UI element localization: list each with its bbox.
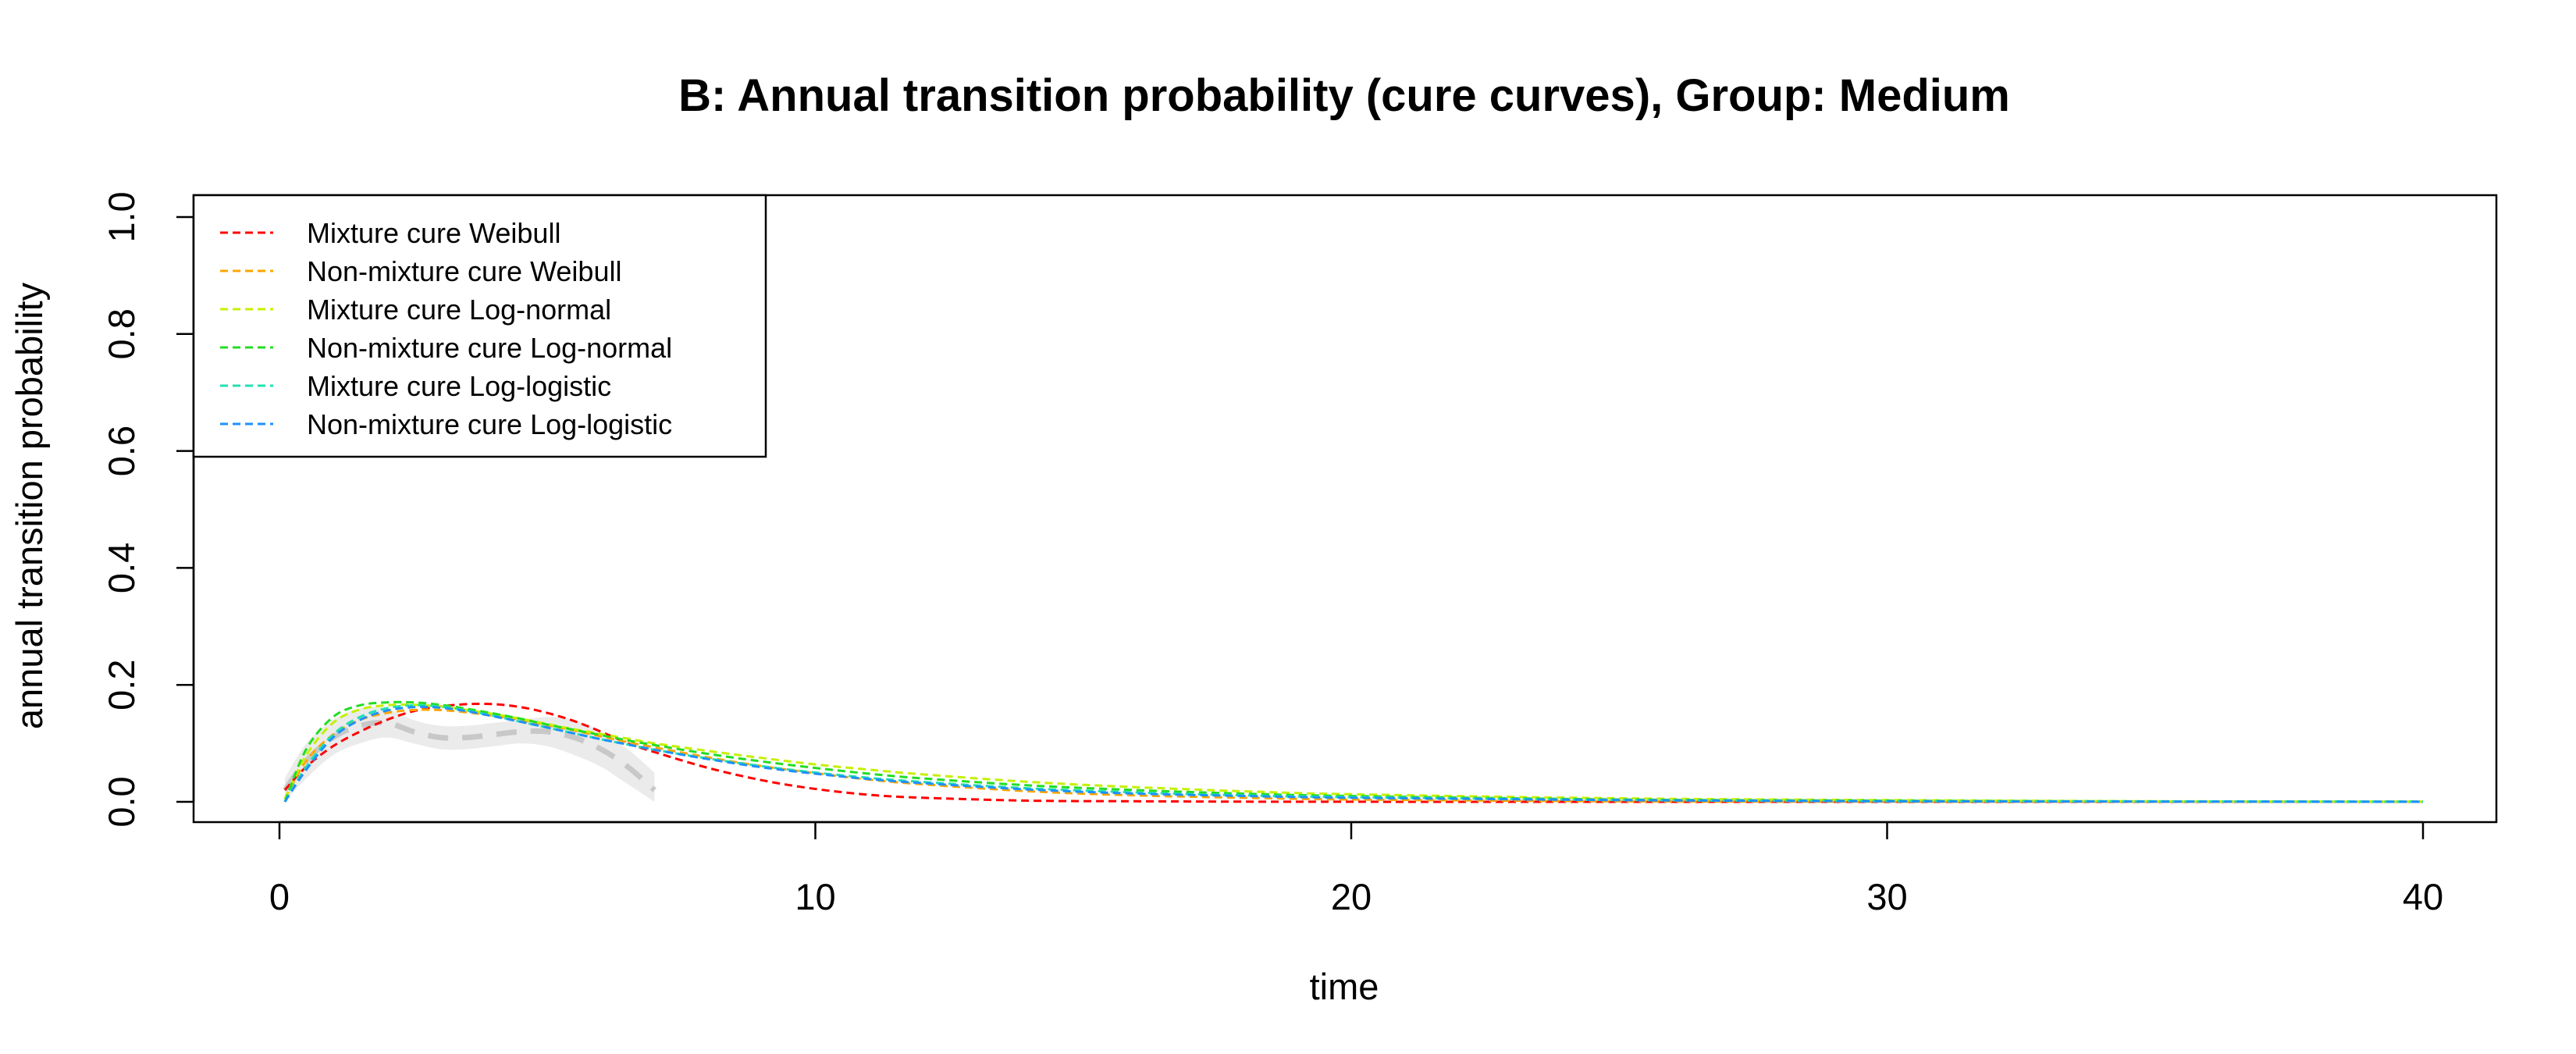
legend-item: Non-mixture cure Weibull [220, 255, 621, 287]
x-tick-label: 20 [1331, 876, 1372, 917]
legend-item: Mixture cure Weibull [220, 217, 560, 249]
y-tick-label: 0.2 [101, 660, 142, 710]
y-tick-label: 1.0 [101, 191, 142, 242]
y-tick-label: 0.4 [101, 543, 142, 593]
legend-item: Mixture cure Log-logistic [220, 370, 611, 402]
legend-label: Non-mixture cure Log-logistic [307, 408, 672, 440]
series-line-6 [283, 705, 2424, 803]
series-line-1 [283, 702, 2423, 803]
legend-label: Mixture cure Weibull [307, 217, 560, 249]
legend-label: Non-mixture cure Weibull [307, 255, 621, 287]
series-layer [283, 700, 2424, 803]
x-axis-title: time [1310, 966, 1379, 1007]
series-line-3 [283, 703, 2424, 803]
legend: Mixture cure Weibull Non-mixture cure Wei… [192, 194, 767, 458]
chart-title: B: Annual transition probability (cure c… [678, 70, 2010, 121]
x-tick-label: 40 [2403, 876, 2443, 917]
series-line-5 [283, 703, 2424, 803]
x-tick-label: 0 [269, 876, 290, 917]
observed-line [283, 719, 656, 792]
y-axis: 0.0 0.2 0.4 0.6 0.8 1.0 [101, 191, 195, 828]
y-axis-title: annual transition probability [9, 282, 50, 729]
x-tick-label: 10 [795, 876, 835, 917]
legend-item: Non-mixture cure Log-normal [220, 332, 672, 364]
x-axis: 0 10 20 30 40 [269, 821, 2443, 917]
y-tick-label: 0.6 [101, 426, 142, 476]
legend-label: Non-mixture cure Log-normal [307, 332, 672, 364]
legend-label: Mixture cure Log-normal [307, 294, 611, 326]
legend-item: Non-mixture cure Log-logistic [220, 408, 672, 440]
legend-items: Mixture cure Weibull Non-mixture cure Wei… [220, 217, 672, 440]
x-tick-label: 30 [1866, 876, 1907, 917]
y-tick-label: 0.8 [101, 308, 142, 359]
y-tick-label: 0.0 [101, 776, 142, 827]
legend-item: Mixture cure Log-normal [220, 294, 611, 326]
legend-box [192, 194, 767, 458]
legend-label: Mixture cure Log-logistic [307, 370, 611, 402]
